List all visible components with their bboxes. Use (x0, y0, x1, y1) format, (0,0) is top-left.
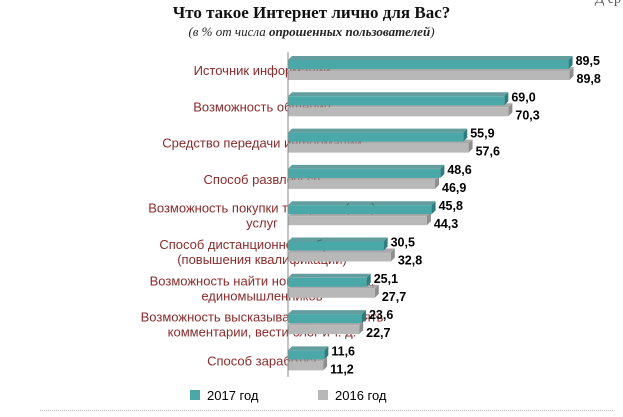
value-label-2017: 69,0 (511, 90, 535, 104)
value-label-2016: 22,7 (366, 326, 390, 340)
cropped-header-text: Д ер (595, 0, 621, 8)
value-label-2017: 89,5 (576, 54, 600, 68)
chart-title: Что такое Интернет лично для Вас? (172, 3, 451, 22)
bar-2017 (288, 273, 371, 287)
bar-2017 (288, 237, 388, 251)
chart-subtitle: (в % от числа опрошенных пользователей) (0, 24, 623, 40)
legend-label-2016: 2016 год (335, 388, 387, 403)
subtitle-bold: опрошенных пользователей (268, 24, 431, 39)
value-label-2016: 89,8 (577, 72, 601, 86)
value-label-2016: 32,8 (398, 254, 422, 268)
bar-2017 (288, 56, 573, 69)
value-label-2016: 11,2 (330, 362, 354, 376)
value-label-2016: 44,3 (434, 217, 458, 231)
value-label-2016: 46,9 (442, 181, 466, 195)
bar-2017 (288, 92, 509, 106)
subtitle-prefix: (в % от числа (188, 24, 269, 39)
bar-2017 (288, 346, 329, 360)
value-label-2016: 70,3 (515, 108, 539, 122)
subtitle-suffix: ) (430, 24, 435, 39)
value-label-2017: 48,6 (447, 163, 471, 177)
footer-divider (40, 410, 613, 417)
legend-swatch-2016 (318, 390, 328, 400)
value-label-2016: 27,7 (382, 290, 406, 304)
bar-2017 (288, 201, 436, 215)
value-label-2017: 55,9 (470, 127, 494, 141)
bar-2017 (288, 310, 366, 324)
value-label-2017: 23,6 (369, 308, 393, 322)
category-label: услуг (246, 216, 278, 231)
bar-2017 (288, 128, 468, 142)
value-label-2017: 25,1 (374, 272, 398, 286)
bar-2017 (288, 164, 445, 178)
value-label-2017: 45,8 (439, 199, 463, 213)
value-label-2017: 11,6 (331, 344, 355, 358)
value-label-2017: 30,5 (391, 236, 415, 250)
legend-swatch-2017 (190, 390, 200, 400)
value-label-2016: 57,6 (476, 145, 500, 159)
legend-label-2017: 2017 год (207, 388, 259, 403)
